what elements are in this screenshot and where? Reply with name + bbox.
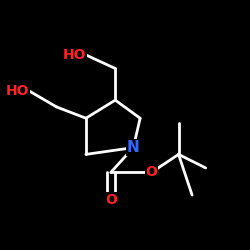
Text: HO: HO	[62, 48, 86, 62]
Text: O: O	[105, 192, 117, 206]
Text: HO: HO	[6, 84, 30, 98]
Text: O: O	[146, 166, 157, 179]
Text: N: N	[127, 140, 140, 155]
